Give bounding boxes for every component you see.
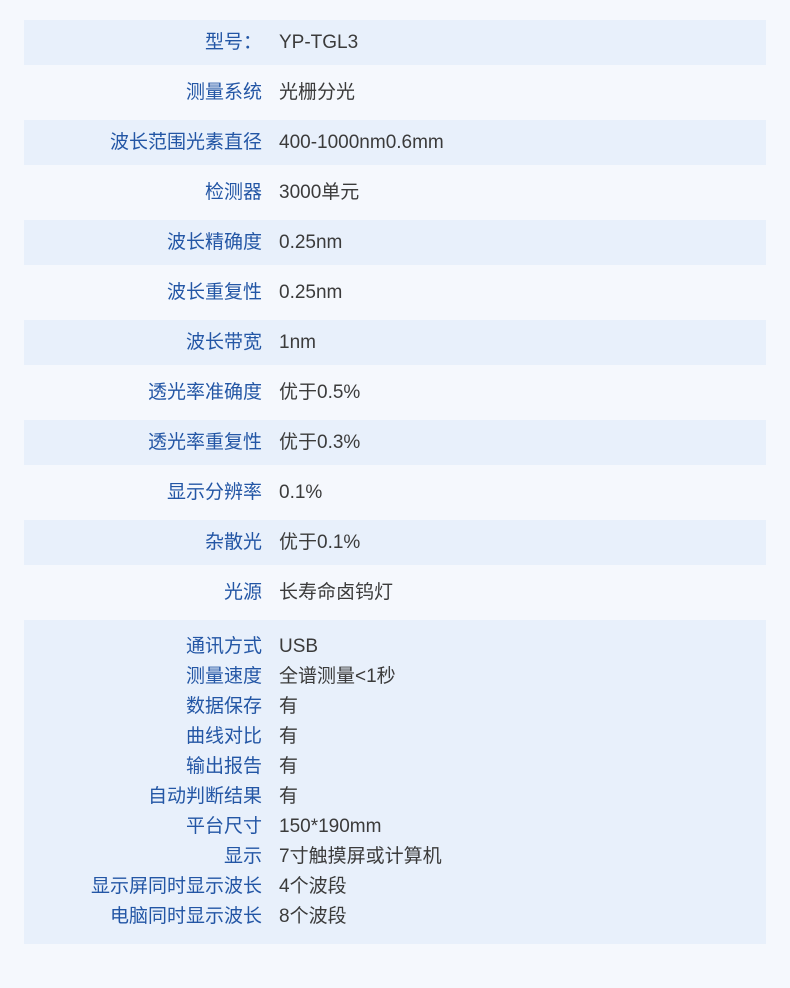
spec-row-wavelength-accuracy: 波长精确度 0.25nm	[24, 220, 766, 265]
spec-row-wavelength-range: 波长范围光素直径 400-1000nm0.6mm	[24, 120, 766, 165]
spec-value: YP-TGL3	[279, 32, 359, 53]
spec-value: 光栅分光	[279, 82, 356, 103]
spec-table: 型号： YP-TGL3 测量系统 光栅分光 波长范围光素直径 400-1000n…	[24, 0, 766, 944]
spec-label: 波长带宽	[185, 332, 262, 353]
spec-label: 波长精确度	[166, 232, 262, 253]
spec-label: 自动判断结果	[147, 785, 262, 807]
spec-row-bandwidth: 波长带宽 1nm	[24, 320, 766, 365]
spec-label: 输出报告	[185, 755, 262, 777]
feature-line-report-output: 输出报告 有	[24, 751, 766, 781]
spec-value: 8个波段	[279, 905, 347, 927]
feature-line-communication: 通讯方式 USB	[24, 631, 766, 661]
spec-label: 显示分辨率	[166, 482, 262, 503]
feature-line-display: 显示 7寸触摸屏或计算机	[24, 841, 766, 871]
spec-value: 150*190mm	[279, 815, 382, 837]
spec-value: 优于0.5%	[279, 382, 361, 403]
spec-row-transmittance-accuracy: 透光率准确度 优于0.5%	[24, 370, 766, 415]
spec-value: 7寸触摸屏或计算机	[279, 845, 442, 867]
feature-line-measuring-speed: 测量速度 全谱测量<1秒	[24, 661, 766, 691]
spec-label: 透光率重复性	[147, 432, 262, 453]
spec-label: 平台尺寸	[185, 815, 262, 837]
spec-label: 测量系统	[185, 82, 262, 103]
feature-group-block: 通讯方式 USB 测量速度 全谱测量<1秒 数据保存 有 曲线对比 有 输出报告…	[24, 620, 766, 944]
spec-label: 杂散光	[204, 532, 262, 553]
spec-row-transmittance-repeatability: 透光率重复性 优于0.3%	[24, 420, 766, 465]
spec-row-model: 型号： YP-TGL3	[24, 20, 766, 65]
spec-value: 优于0.3%	[279, 432, 361, 453]
spec-label: 型号：	[204, 32, 262, 53]
spec-row-stray-light: 杂散光 优于0.1%	[24, 520, 766, 565]
spec-value: 有	[279, 725, 299, 747]
spec-label: 曲线对比	[185, 725, 262, 747]
spec-label: 数据保存	[185, 695, 262, 717]
spec-row-wavelength-repeatability: 波长重复性 0.25nm	[24, 270, 766, 315]
feature-line-auto-judgement: 自动判断结果 有	[24, 781, 766, 811]
feature-line-platform-size: 平台尺寸 150*190mm	[24, 811, 766, 841]
spec-value: 400-1000nm0.6mm	[279, 132, 444, 153]
spec-label: 显示	[223, 845, 262, 867]
spec-label: 电脑同时显示波长	[109, 905, 262, 927]
spec-label: 波长重复性	[166, 282, 262, 303]
spec-label: 透光率准确度	[147, 382, 262, 403]
feature-line-curve-comparison: 曲线对比 有	[24, 721, 766, 751]
spec-label: 波长范围光素直径	[109, 132, 262, 153]
spec-label: 测量速度	[185, 665, 262, 687]
spec-value: 有	[279, 695, 299, 717]
spec-row-measuring-system: 测量系统 光栅分光	[24, 70, 766, 115]
spec-value: 4个波段	[279, 875, 347, 897]
feature-line-pc-wavelengths: 电脑同时显示波长 8个波段	[24, 901, 766, 931]
spec-label: 通讯方式	[185, 635, 262, 657]
feature-line-data-saving: 数据保存 有	[24, 691, 766, 721]
spec-value: 1nm	[279, 332, 316, 353]
spec-value: 3000单元	[279, 182, 360, 203]
spec-value: 全谱测量<1秒	[279, 665, 396, 687]
feature-line-screen-wavelengths: 显示屏同时显示波长 4个波段	[24, 871, 766, 901]
spec-value: 0.25nm	[279, 282, 343, 303]
spec-value: 优于0.1%	[279, 532, 361, 553]
spec-value: 0.25nm	[279, 232, 343, 253]
spec-label: 显示屏同时显示波长	[90, 875, 262, 897]
spec-label: 光源	[223, 582, 262, 603]
spec-row-display-resolution: 显示分辨率 0.1%	[24, 470, 766, 515]
spec-value: 有	[279, 785, 299, 807]
spec-value: USB	[279, 635, 319, 657]
spec-label: 检测器	[204, 182, 262, 203]
spec-row-detector: 检测器 3000单元	[24, 170, 766, 215]
spec-value: 长寿命卤钨灯	[279, 582, 394, 603]
spec-value: 0.1%	[279, 482, 323, 503]
spec-value: 有	[279, 755, 299, 777]
spec-row-light-source: 光源 长寿命卤钨灯	[24, 570, 766, 615]
